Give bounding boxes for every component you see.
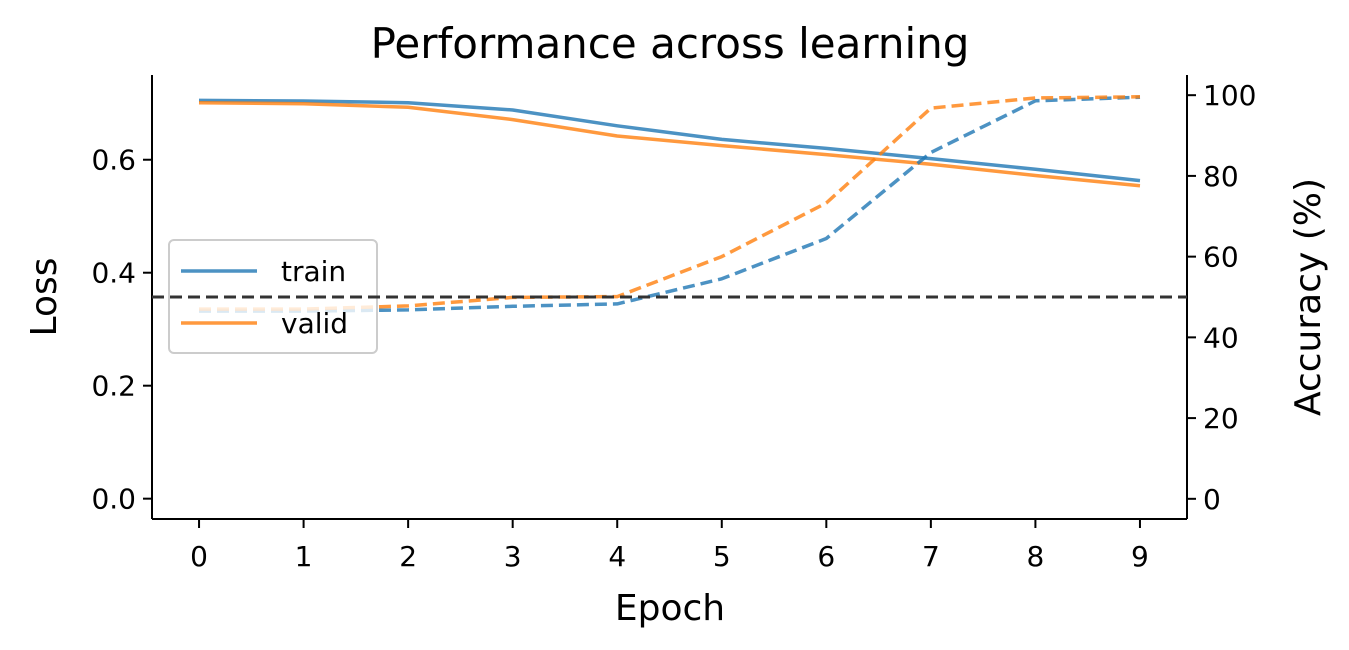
y-tick-label: 0.4 (91, 257, 136, 290)
y2-axis-label: Accuracy (%) (1288, 178, 1329, 416)
y-tick-label: 0.6 (91, 144, 136, 177)
y2-tick-label: 100 (1203, 79, 1256, 112)
axes: 0 1 2 3 4 5 6 7 8 9 0.0 0.2 0.4 0.6 0 20 40 60 80 100 (91, 75, 1256, 573)
legend-label-valid: valid (281, 307, 348, 340)
accuracy-line-3 (199, 95, 1141, 311)
chart-title: Performance across learning (371, 19, 970, 68)
x-axis-label: Epoch (615, 588, 725, 629)
x-tick-label: 1 (295, 540, 313, 573)
x-tick-label: 0 (190, 540, 208, 573)
legend-label-train: train (281, 255, 346, 288)
x-tick-label: 9 (1131, 540, 1149, 573)
y2-tick-label: 20 (1203, 402, 1239, 435)
loss-line-0 (198, 98, 1141, 183)
x-tick-label: 7 (922, 540, 940, 573)
x-tick-label: 6 (817, 540, 835, 573)
y-axis-label: Loss (24, 258, 65, 337)
y2-tick-label: 80 (1203, 160, 1239, 193)
y-tick-label: 0.2 (91, 370, 136, 403)
x-tick-label: 4 (608, 540, 626, 573)
x-tick-label: 8 (1026, 540, 1044, 573)
x-tick-label: 2 (399, 540, 417, 573)
y-tick-label: 0.0 (91, 483, 136, 516)
x-tick-label: 5 (713, 540, 731, 573)
loss-line-1 (198, 100, 1141, 188)
legend: train valid (168, 239, 378, 354)
y2-tick-label: 60 (1203, 241, 1239, 274)
y2-tick-label: 0 (1203, 483, 1221, 516)
plot-area (198, 95, 1141, 313)
y2-tick-label: 40 (1203, 321, 1239, 354)
accuracy-line-2 (199, 95, 1141, 313)
x-tick-label: 3 (504, 540, 522, 573)
